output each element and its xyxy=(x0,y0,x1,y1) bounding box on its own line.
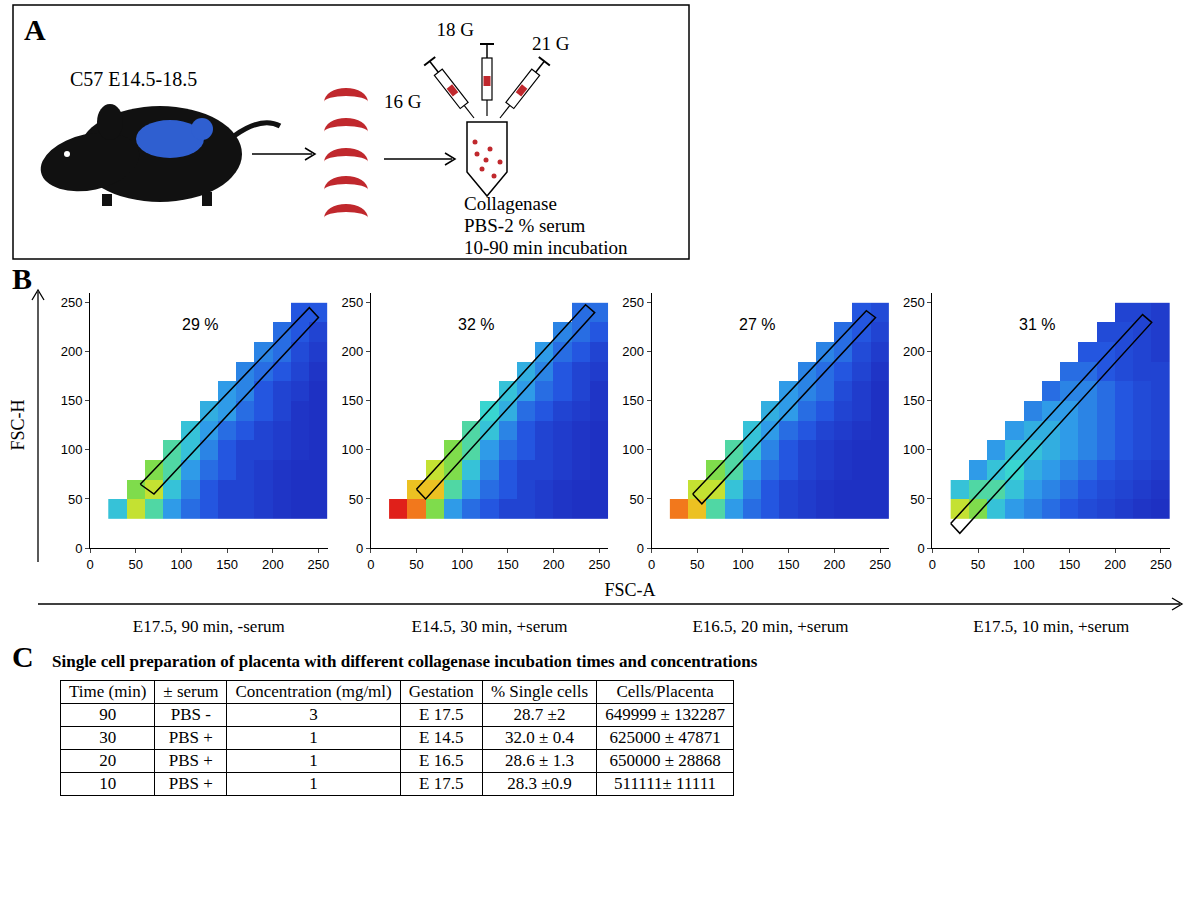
svg-text:250: 250 xyxy=(622,295,644,310)
svg-text:31 %: 31 % xyxy=(1019,316,1055,333)
svg-text:200: 200 xyxy=(341,344,363,359)
svg-text:150: 150 xyxy=(497,557,519,572)
html-text:30: 30 xyxy=(99,728,117,747)
svg-text:250: 250 xyxy=(903,295,925,310)
svg-text:200: 200 xyxy=(1104,557,1126,572)
svg-text:0: 0 xyxy=(648,557,655,572)
svg-text:150: 150 xyxy=(61,393,83,408)
html-text:B: B xyxy=(12,262,32,295)
svg-text:200: 200 xyxy=(262,557,284,572)
svg-text:250: 250 xyxy=(341,295,363,310)
svg-text:0: 0 xyxy=(86,557,93,572)
html-text:± serum: ± serum xyxy=(163,682,219,701)
html-text:28.3 ±0.9: 28.3 ±0.9 xyxy=(507,774,572,793)
svg-text:50: 50 xyxy=(68,492,82,507)
html-text:Concentration (mg/ml): Concentration (mg/ml) xyxy=(235,682,392,701)
html-text:PBS -: PBS - xyxy=(170,705,211,724)
svg-text:150: 150 xyxy=(216,557,238,572)
html-text:C: C xyxy=(12,640,34,673)
svg-text:200: 200 xyxy=(543,557,565,572)
svg-text:100: 100 xyxy=(1013,557,1035,572)
html-text:625000 ± 47871: 625000 ± 47871 xyxy=(609,728,721,747)
html-text:1: 1 xyxy=(309,728,318,747)
html-text:28.6 ± 1.3: 28.6 ± 1.3 xyxy=(505,751,574,770)
svg-text:100: 100 xyxy=(451,557,473,572)
svg-text:FSC-A: FSC-A xyxy=(604,580,655,600)
svg-text:50: 50 xyxy=(971,557,985,572)
svg-text:250: 250 xyxy=(1150,557,1172,572)
svg-text:FSC-H: FSC-H xyxy=(8,399,28,450)
svg-text:250: 250 xyxy=(869,557,891,572)
svg-text:100: 100 xyxy=(622,442,644,457)
svg-text:100: 100 xyxy=(171,557,193,572)
svg-text:200: 200 xyxy=(61,344,83,359)
svg-text:29 %: 29 % xyxy=(182,316,218,333)
svg-text:0: 0 xyxy=(637,541,644,556)
svg-text:150: 150 xyxy=(903,393,925,408)
svg-text:C57 E14.5-18.5: C57 E14.5-18.5 xyxy=(70,68,197,90)
svg-text:150: 150 xyxy=(778,557,800,572)
svg-text:0: 0 xyxy=(367,557,374,572)
html-text:E 17.5: E 17.5 xyxy=(419,705,464,724)
html-text:E 16.5: E 16.5 xyxy=(419,751,464,770)
svg-text:200: 200 xyxy=(824,557,846,572)
html-text:PBS +: PBS + xyxy=(168,751,213,770)
svg-text:100: 100 xyxy=(903,442,925,457)
html-text:1: 1 xyxy=(309,774,318,793)
svg-text:100: 100 xyxy=(61,442,83,457)
svg-text:A: A xyxy=(24,13,46,46)
svg-text:250: 250 xyxy=(61,295,83,310)
svg-text:10-90 min incubation: 10-90 min incubation xyxy=(464,237,628,258)
svg-text:32 %: 32 % xyxy=(458,316,494,333)
svg-text:0: 0 xyxy=(929,557,936,572)
html-text:649999 ± 132287: 649999 ± 132287 xyxy=(605,705,725,724)
svg-text:50: 50 xyxy=(630,492,644,507)
html-text:3: 3 xyxy=(309,705,318,724)
html-text:E 17.5: E 17.5 xyxy=(419,774,464,793)
svg-text:50: 50 xyxy=(128,557,142,572)
html-text:PBS +: PBS + xyxy=(168,728,213,747)
svg-text:E17.5, 10 min, +serum: E17.5, 10 min, +serum xyxy=(973,617,1129,636)
html-text:1: 1 xyxy=(309,751,318,770)
svg-text:250: 250 xyxy=(308,557,330,572)
svg-text:PBS-2 % serum: PBS-2 % serum xyxy=(464,215,586,236)
svg-text:150: 150 xyxy=(341,393,363,408)
svg-text:27 %: 27 % xyxy=(739,316,775,333)
svg-text:50: 50 xyxy=(349,492,363,507)
html-text:511111± 11111: 511111± 11111 xyxy=(614,774,717,793)
svg-text:Collagenase: Collagenase xyxy=(464,193,557,214)
html-text:E 14.5: E 14.5 xyxy=(419,728,464,747)
svg-text:50: 50 xyxy=(690,557,704,572)
html-text:20: 20 xyxy=(99,751,117,770)
html-text:PBS +: PBS + xyxy=(168,774,213,793)
html-text:90: 90 xyxy=(99,705,117,724)
svg-text:50: 50 xyxy=(910,492,924,507)
svg-text:100: 100 xyxy=(732,557,754,572)
html-text:10: 10 xyxy=(99,774,117,793)
html-text:28.7 ±2: 28.7 ±2 xyxy=(513,705,566,724)
svg-text:200: 200 xyxy=(622,344,644,359)
svg-text:E17.5, 90 min, -serum: E17.5, 90 min, -serum xyxy=(133,617,285,636)
svg-text:200: 200 xyxy=(903,344,925,359)
svg-text:18 G: 18 G xyxy=(437,19,475,40)
html-text:Single cell preparation of pla: Single cell preparation of placenta with… xyxy=(52,652,758,671)
svg-text:16 G: 16 G xyxy=(384,91,422,112)
html-text:Time (min): Time (min) xyxy=(69,682,147,701)
html-text:32.0 ± 0.4: 32.0 ± 0.4 xyxy=(505,728,574,747)
html-text:% Single cells: % Single cells xyxy=(490,682,589,701)
svg-text:0: 0 xyxy=(918,541,925,556)
svg-text:0: 0 xyxy=(356,541,363,556)
svg-text:0: 0 xyxy=(75,541,82,556)
svg-text:E14.5, 30 min, +serum: E14.5, 30 min, +serum xyxy=(412,617,568,636)
svg-text:21 G: 21 G xyxy=(532,33,570,54)
svg-text:100: 100 xyxy=(341,442,363,457)
html-text:Cells/Placenta: Cells/Placenta xyxy=(616,682,714,701)
html-text:Gestation: Gestation xyxy=(408,682,474,701)
svg-text:50: 50 xyxy=(409,557,423,572)
html-text:650000 ± 28868: 650000 ± 28868 xyxy=(609,751,721,770)
svg-text:150: 150 xyxy=(622,393,644,408)
svg-text:150: 150 xyxy=(1059,557,1081,572)
svg-text:250: 250 xyxy=(588,557,610,572)
svg-text:E16.5, 20 min, +serum: E16.5, 20 min, +serum xyxy=(692,617,848,636)
